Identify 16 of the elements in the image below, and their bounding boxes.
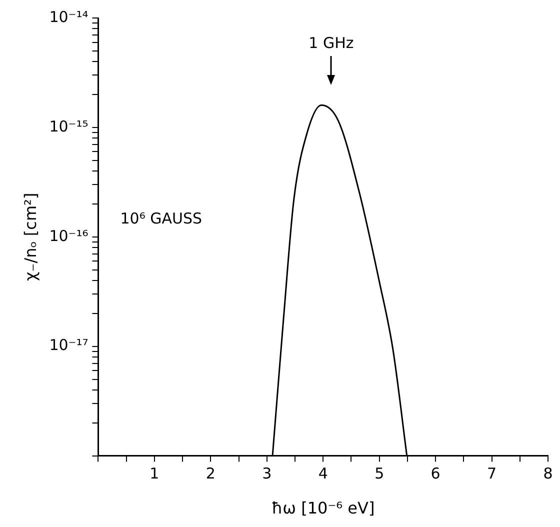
y-tick-label: 10⁻¹⁷ — [49, 336, 88, 354]
x-tick-label: 6 — [430, 464, 440, 483]
x-tick-label: 1 — [150, 464, 160, 483]
x-tick-label: 4 — [318, 464, 328, 483]
annotation: 10⁶ GAUSS — [120, 209, 202, 228]
y-tick-label: 10⁻¹⁴ — [49, 8, 88, 26]
x-tick-label: 5 — [374, 464, 384, 483]
y-tick-label: 10⁻¹⁶ — [49, 226, 88, 245]
x-tick-label: 8 — [543, 464, 553, 483]
annotation: 1 GHz — [308, 34, 354, 52]
x-tick-label: 2 — [206, 464, 216, 483]
x-axis-title: ħω [10⁻⁶ eV] — [272, 498, 375, 518]
x-tick-label: 7 — [487, 464, 497, 483]
y-axis-title: χ₋/nₒ [cm²] — [20, 192, 40, 281]
x-tick-label: 3 — [262, 464, 272, 483]
y-tick-label: 10⁻¹⁵ — [49, 117, 88, 136]
